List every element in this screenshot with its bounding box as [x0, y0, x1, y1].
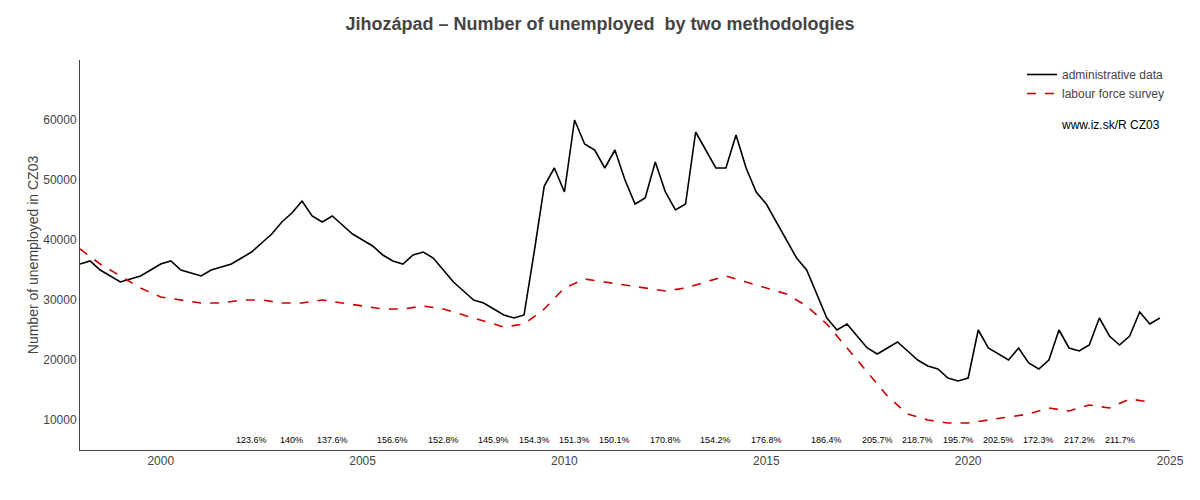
svg-text:www.iz.sk/R CZ03: www.iz.sk/R CZ03: [1061, 118, 1160, 132]
svg-text:50000: 50000: [43, 173, 77, 187]
svg-text:40000: 40000: [43, 233, 77, 247]
svg-text:211.7%: 211.7%: [1105, 435, 1135, 445]
svg-text:2005: 2005: [349, 454, 376, 468]
svg-text:20000: 20000: [43, 353, 77, 367]
svg-text:2020: 2020: [955, 454, 982, 468]
svg-text:186.4%: 186.4%: [811, 435, 842, 445]
svg-text:60000: 60000: [43, 113, 77, 127]
svg-text:202.5%: 202.5%: [983, 435, 1014, 445]
svg-text:administrative data: administrative data: [1062, 68, 1163, 82]
svg-text:140%: 140%: [280, 435, 303, 445]
svg-text:2025: 2025: [1157, 454, 1184, 468]
svg-text:154.3%: 154.3%: [519, 435, 550, 445]
svg-text:154.2%: 154.2%: [700, 435, 731, 445]
svg-text:150.1%: 150.1%: [599, 435, 630, 445]
svg-text:30000: 30000: [43, 293, 77, 307]
svg-text:Number of unemployed in CZ03: Number of unemployed in CZ03: [25, 156, 41, 355]
svg-text:10000: 10000: [43, 413, 77, 427]
svg-text:217.2%: 217.2%: [1064, 435, 1095, 445]
svg-text:2015: 2015: [753, 454, 780, 468]
svg-text:152.8%: 152.8%: [428, 435, 459, 445]
svg-text:195.7%: 195.7%: [943, 435, 974, 445]
svg-text:151.3%: 151.3%: [559, 435, 590, 445]
svg-text:labour force survey: labour force survey: [1062, 87, 1164, 101]
svg-text:145.9%: 145.9%: [478, 435, 509, 445]
svg-text:218.7%: 218.7%: [902, 435, 933, 445]
svg-text:205.7%: 205.7%: [862, 435, 893, 445]
svg-text:170.8%: 170.8%: [650, 435, 681, 445]
svg-text:172.3%: 172.3%: [1023, 435, 1054, 445]
svg-text:137.6%: 137.6%: [317, 435, 348, 445]
svg-text:156.6%: 156.6%: [377, 435, 408, 445]
svg-text:2000: 2000: [147, 454, 174, 468]
svg-text:Jihozápad – Number of unemploy: Jihozápad – Number of unemployed by two …: [345, 14, 854, 34]
svg-text:2010: 2010: [551, 454, 578, 468]
svg-text:176.8%: 176.8%: [751, 435, 782, 445]
svg-text:123.6%: 123.6%: [236, 435, 267, 445]
